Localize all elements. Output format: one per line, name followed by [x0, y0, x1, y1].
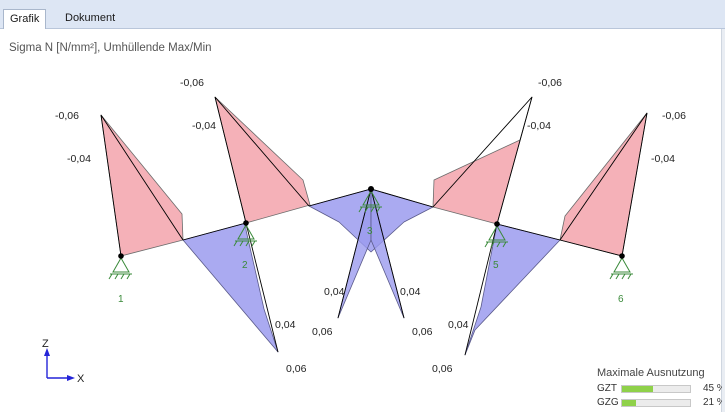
- nodes: [118, 186, 625, 259]
- stress-area-member-6: [559, 112, 648, 257]
- support-label-3: 3: [367, 226, 373, 237]
- utilization-row-gzt: GZT 45 %: [597, 383, 722, 395]
- node-2: [243, 220, 249, 226]
- value-label: -0,06: [662, 110, 686, 122]
- scrollbar[interactable]: [722, 29, 725, 412]
- value-label: -0,04: [192, 120, 216, 132]
- value-label: 0,04: [275, 319, 296, 331]
- support-label-6: 6: [618, 294, 624, 305]
- value-label: -0,06: [180, 77, 204, 89]
- utilization-label: GZG: [597, 397, 619, 408]
- value-label: -0,04: [527, 120, 551, 132]
- support-icon-5: [484, 224, 508, 248]
- utilization-bar: [621, 385, 691, 393]
- stress-area-member-1-2: [182, 222, 279, 353]
- utilization-panel: Maximale Ausnutzung GZT 45 % GZG 21 %: [594, 367, 722, 412]
- support-icon-2: [233, 223, 257, 247]
- value-label: -0,06: [538, 77, 562, 89]
- utilization-value: 45 %: [703, 383, 722, 394]
- utilization-label: GZT: [597, 383, 617, 394]
- node-5: [494, 221, 500, 227]
- node-3: [368, 186, 374, 192]
- stress-area-member-2: [214, 96, 311, 224]
- result-title: Sigma N [N/mm²], Umhüllende Max/Min: [9, 42, 212, 54]
- utilization-title: Maximale Ausnutzung: [597, 367, 705, 379]
- utilization-row-gzg: GZG 21 %: [597, 397, 722, 409]
- tab-grafik[interactable]: Grafik: [3, 9, 47, 29]
- support-label-2: 2: [242, 260, 248, 271]
- value-label: 0,04: [400, 286, 421, 298]
- axis-triad: Z X: [42, 338, 85, 385]
- support-label-5: 5: [493, 260, 499, 271]
- stress-area-member-1: [100, 114, 184, 257]
- value-label: 0,06: [286, 363, 307, 375]
- node-1: [118, 253, 124, 259]
- utilization-bar-fill: [622, 400, 637, 406]
- support-label-1: 1: [118, 294, 124, 305]
- axis-x-label: X: [77, 373, 85, 385]
- axis-z-label: Z: [42, 338, 49, 350]
- value-label: -0,04: [651, 153, 675, 165]
- value-label: 0,06: [412, 326, 433, 338]
- tab-bar: Grafik Dokument: [0, 0, 725, 29]
- value-label: -0,06: [55, 110, 79, 122]
- support-icon-1: [108, 256, 132, 280]
- frame-lines: [100, 96, 648, 356]
- stress-area-member-5: [432, 96, 533, 225]
- utilization-bar-fill: [622, 386, 653, 392]
- stress-area-member-4-5: [464, 223, 561, 356]
- node-6: [619, 253, 625, 259]
- value-label: 0,06: [432, 363, 453, 375]
- utilization-bar: [621, 399, 691, 407]
- support-icon-6: [609, 256, 633, 280]
- value-label: 0,04: [324, 286, 345, 298]
- supports: [108, 189, 633, 280]
- support-icon-3: [358, 189, 382, 213]
- value-label: 0,04: [448, 319, 469, 331]
- value-label: 0,06: [312, 326, 333, 338]
- utilization-value: 21 %: [703, 397, 722, 408]
- tab-dokument[interactable]: Dokument: [65, 12, 116, 24]
- value-label: -0,04: [67, 153, 91, 165]
